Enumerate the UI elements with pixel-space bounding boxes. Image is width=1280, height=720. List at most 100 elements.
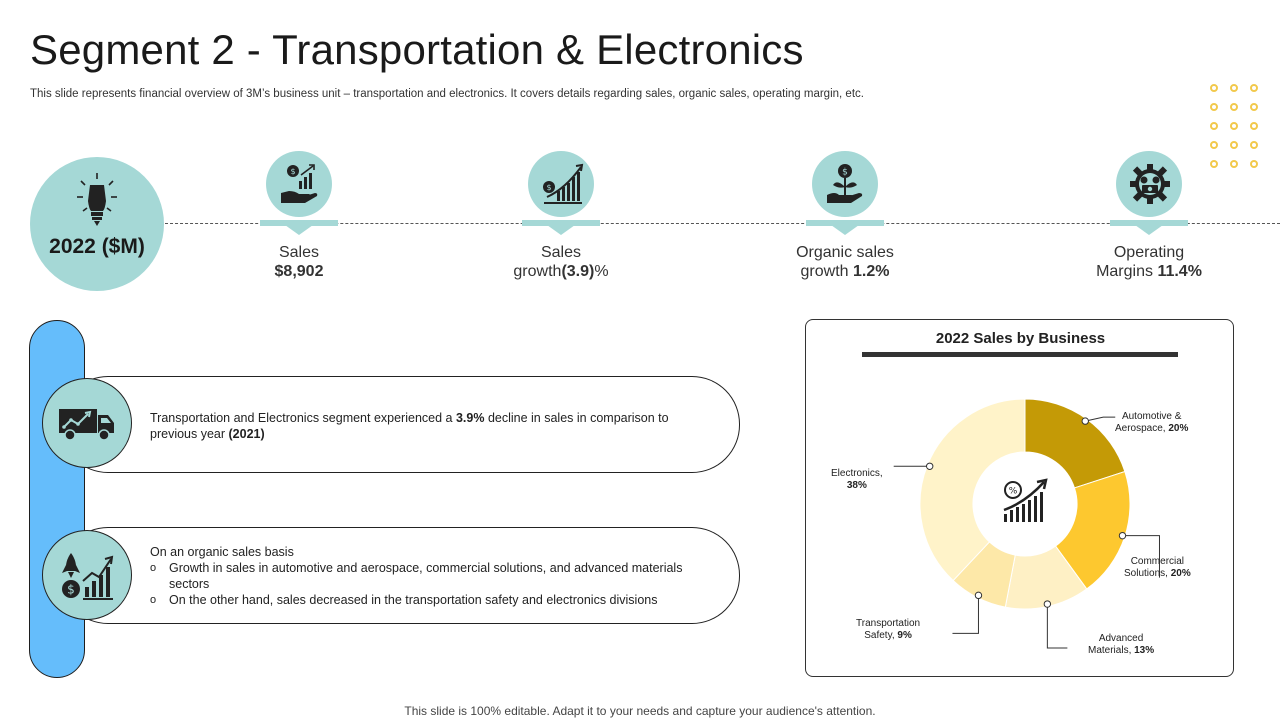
insight-card-1: Transportation and Electronics segment e… <box>60 376 740 473</box>
slice-label-value: 38% <box>846 480 867 491</box>
kpi-pin-bar <box>260 220 338 226</box>
leader-dot <box>1118 531 1127 540</box>
donut-chart-svg: % <box>893 398 1160 649</box>
leader-line <box>1085 416 1116 422</box>
slice-label-name: Solutions, <box>1124 568 1171 579</box>
kpi-pin-bar <box>806 220 884 226</box>
decorative-dot <box>1250 160 1258 168</box>
decorative-dot <box>1210 160 1218 168</box>
donut-slice-automotive-aerospace <box>1024 398 1126 489</box>
leader-line <box>952 595 979 634</box>
chart-title: 2022 Sales by Business <box>935 330 1106 347</box>
year-badge: 2022 ($M) <box>30 157 164 291</box>
kpi-pin-pointer <box>831 225 859 235</box>
slice-label-name: Materials, <box>1088 645 1135 656</box>
kpi-line1: Organic sales <box>796 244 894 261</box>
plant-hand-icon: $ <box>827 164 863 203</box>
slice-label-name: Aerospace, <box>1115 423 1169 434</box>
truck-chart-icon <box>59 409 114 441</box>
page-subtitle: This slide represents financial overview… <box>30 88 864 100</box>
timeline-dashed-line <box>160 223 1280 224</box>
svg-text:$: $ <box>67 583 75 597</box>
kpi-pin-pointer <box>285 225 313 235</box>
kpi-label: Organic sales growth 1.2% <box>745 243 945 281</box>
decorative-dot <box>1230 84 1238 92</box>
slice-label-electronics: Electronics, 38% <box>831 468 883 492</box>
lightbulb-pencil-icon <box>77 173 117 226</box>
slice-label-line1: Electronics, <box>831 468 883 479</box>
percent-growth-icon: % <box>1003 478 1048 522</box>
kpi-line2-text: growth <box>513 263 562 280</box>
leader-dot <box>1081 417 1089 425</box>
donut-slice-commercial-solutions <box>1054 470 1131 590</box>
footer-note: This slide is 100% editable. Adapt it to… <box>404 704 876 718</box>
leader-line <box>1122 535 1160 578</box>
slice-label-advanced-materials: Advanced Materials, 13% <box>1088 633 1154 657</box>
kpi-value: 11.4% <box>1157 263 1202 280</box>
sales-by-business-chart: 2022 Sales by Business % Automotive & Ae… <box>805 319 1234 677</box>
decorative-dot <box>1250 84 1258 92</box>
decorative-dot <box>1230 103 1238 111</box>
kpi-line2-suffix: % <box>594 263 609 280</box>
slice-label-automotive-aerospace: Automotive & Aerospace, 20% <box>1115 411 1188 435</box>
kpi-pin-bar <box>1110 220 1188 226</box>
kpi-value: (3.9) <box>561 263 595 280</box>
donut-slice-electronics <box>919 398 1026 582</box>
insight-card-text: On an organic sales basis Growth in sale… <box>150 544 695 608</box>
insight-highlight: 3.9% <box>455 411 485 425</box>
leader-dot <box>925 462 934 470</box>
decorative-dot <box>1230 160 1238 168</box>
leader-dot <box>1043 600 1052 608</box>
kpi-pin-pointer <box>547 225 575 235</box>
kpi-line1: Operating <box>1113 244 1185 261</box>
decorative-dot-grid <box>1210 84 1270 179</box>
slice-label-value: 9% <box>897 630 912 641</box>
kpi-value: $8,902 <box>274 263 324 280</box>
cards-rail <box>29 320 85 678</box>
slice-label-name: Safety, <box>864 630 898 641</box>
insight-icon-circle <box>42 378 132 468</box>
kpi-line1: Sales <box>540 244 582 261</box>
decorative-dot <box>1250 103 1258 111</box>
insight-icon-circle: $ <box>42 530 132 620</box>
slice-label-transportation-safety: Transportation Safety, 9% <box>856 618 920 642</box>
slice-label-line1: Automotive & <box>1121 411 1182 422</box>
kpi-line2-text: Margins <box>1096 263 1158 280</box>
insight-text-part: decline in sales in comparison to previo… <box>150 411 669 441</box>
kpi-label: Sales $8,902 <box>199 243 399 281</box>
kpi-label: Sales growth(3.9)% <box>461 243 661 281</box>
decorative-dot <box>1210 103 1218 111</box>
leader-dot <box>974 591 983 600</box>
kpi-icon-circle <box>528 151 594 217</box>
decorative-dot <box>1230 141 1238 149</box>
kpi-line2-text: growth <box>800 263 853 280</box>
rocket-chart-icon: $ <box>62 553 114 600</box>
decorative-dot <box>1230 122 1238 130</box>
insight-card-2: On an organic sales basis Growth in sale… <box>60 527 740 624</box>
slice-label-line1: Commercial <box>1130 556 1185 567</box>
insight-bullet-list: Growth in sales in automotive and aerosp… <box>150 560 695 608</box>
insight-bullet: Growth in sales in automotive and aerosp… <box>150 560 695 592</box>
kpi-line1: Sales <box>278 244 320 261</box>
insight-highlight: (2021) <box>228 427 265 441</box>
decorative-dot <box>1250 122 1258 130</box>
insight-heading: On an organic sales basis <box>150 545 294 559</box>
slice-label-line1: Advanced <box>1098 633 1144 644</box>
decorative-dot <box>1210 141 1218 149</box>
kpi-label: Operating Margins 11.4% <box>1049 243 1249 281</box>
bar-growth-icon: $ <box>543 163 584 204</box>
slice-label-value: 20% <box>1170 568 1191 579</box>
slice-label-value: 13% <box>1134 645 1155 656</box>
decorative-dot <box>1250 141 1258 149</box>
hand-growth-icon: $ <box>281 164 318 203</box>
svg-text:$: $ <box>290 167 295 176</box>
kpi-pin-pointer <box>1135 225 1163 235</box>
insight-card-text: Transportation and Electronics segment e… <box>150 410 695 442</box>
insight-text-part: Transportation and Electronics segment e… <box>150 411 456 425</box>
year-badge-label: 2022 ($M) <box>49 235 145 258</box>
chart-title-underline <box>862 352 1178 357</box>
svg-text:%: % <box>1009 487 1018 497</box>
svg-text:$: $ <box>546 183 551 192</box>
svg-text:$: $ <box>842 168 848 178</box>
slice-label-line1: Transportation <box>856 618 921 629</box>
